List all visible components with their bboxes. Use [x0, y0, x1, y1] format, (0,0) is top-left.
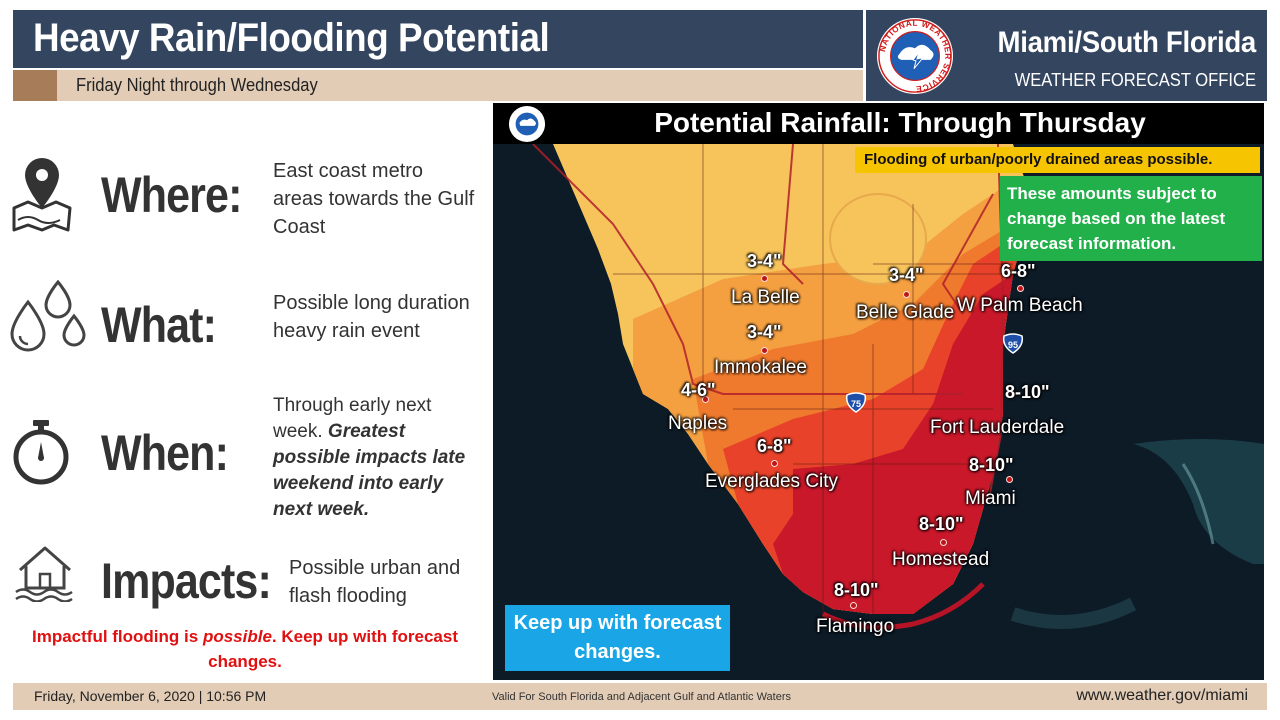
nws-logo-icon: NATIONAL WEATHER SERVICE — [876, 17, 954, 95]
amount-label-homestead: 8-10" — [919, 514, 964, 534]
what-heading: What: — [101, 297, 217, 353]
impact-note-after: . Keep up with forecast changes. — [208, 627, 458, 671]
when-heading: When: — [101, 425, 229, 481]
interstate-75-shield-icon: 75 — [845, 392, 867, 413]
impact-warning-note: Impactful flooding is possible. Keep up … — [30, 624, 460, 674]
amount-label-la-belle: 3-4" — [747, 251, 782, 271]
city-label-la-belle: La Belle — [731, 287, 800, 308]
amount-label-fort-lauderdale: 8-10" — [1005, 382, 1050, 402]
interstate-95-shield-icon: 95 — [1002, 333, 1024, 354]
flooded-house-icon — [15, 546, 73, 602]
location-marker — [1017, 285, 1024, 292]
header-bar — [13, 10, 863, 68]
map-title-bar — [493, 103, 1264, 144]
map-pin-icon — [12, 158, 72, 232]
city-label-homestead: Homestead — [892, 549, 990, 570]
location-marker — [1008, 391, 1015, 398]
validity-note: Valid For South Florida and Adjacent Gul… — [492, 691, 791, 703]
location-marker — [761, 275, 768, 282]
office-name: Miami/South Florida — [997, 26, 1256, 59]
city-label-everglades-city: Everglades City — [705, 471, 839, 492]
what-text: Possible long duration heavy rain event — [273, 292, 470, 342]
footer-bar — [13, 683, 1267, 710]
city-label-immokalee: Immokalee — [714, 357, 807, 378]
impact-note-before: Impactful flooding is — [31, 627, 203, 646]
amount-label-miami: 8-10" — [969, 455, 1014, 475]
city-label-fort-lauderdale: Fort Lauderdale — [930, 417, 1065, 438]
location-marker — [1006, 476, 1013, 483]
office-subtitle: WEATHER FORECAST OFFICE — [1014, 70, 1256, 90]
stopwatch-icon — [13, 420, 69, 485]
location-marker — [850, 602, 857, 609]
i75-label: 75 — [851, 399, 861, 409]
impact-note-italic: possible — [202, 627, 272, 646]
city-label-flamingo: Flamingo — [816, 616, 895, 637]
city-label-naples: Naples — [668, 413, 728, 434]
page-subtitle: Friday Night through Wednesday — [76, 75, 318, 95]
location-marker — [903, 291, 910, 298]
city-label-belle-glade: Belle Glade — [856, 302, 955, 323]
when-text-emphasis: Greatest possible impacts late weekend i… — [273, 421, 466, 520]
location-marker — [702, 396, 709, 403]
amount-label-everglades-city: 6-8" — [757, 436, 792, 456]
raindrops-icon — [10, 280, 86, 352]
issued-timestamp: Friday, November 6, 2020 | 10:56 PM — [34, 688, 267, 704]
keep-up-note: Keep up with forecast changes. — [505, 605, 730, 671]
amount-label-immokalee: 3-4" — [747, 322, 782, 342]
impacts-heading: Impacts: — [101, 553, 272, 609]
city-label-w-palm-beach: W Palm Beach — [957, 295, 1083, 316]
rainfall-map: 95 75 — [493, 144, 1264, 680]
impacts-text: Possible urban and flash flooding — [289, 557, 461, 607]
amount-label-belle-glade: 3-4" — [889, 265, 924, 285]
location-marker — [771, 460, 778, 467]
nws-small-logo-icon — [508, 105, 546, 143]
subtitle-bar — [13, 70, 863, 101]
amount-label-naples: 4-6" — [681, 380, 716, 400]
where-heading: Where: — [101, 167, 242, 223]
subtitle-accent — [13, 70, 57, 101]
i95-label: 95 — [1008, 340, 1018, 350]
where-text: East coast metro areas towards the Gulf … — [273, 160, 475, 238]
page-title: Heavy Rain/Flooding Potential — [33, 16, 550, 60]
location-marker — [940, 539, 947, 546]
website-link[interactable]: www.weather.gov/miami — [1076, 687, 1248, 704]
when-text: Through early next week. Greatest possib… — [273, 393, 483, 523]
city-label-miami: Miami — [965, 488, 1016, 509]
rainfall-map-graphic — [493, 144, 1264, 680]
amount-label-w-palm-beach: 6-8" — [1001, 261, 1036, 281]
map-title: Potential Rainfall: Through Thursday — [654, 107, 1146, 138]
amounts-disclaimer-note: These amounts subject to change based on… — [1000, 176, 1262, 261]
amount-label-flamingo: 8-10" — [834, 580, 879, 600]
location-marker — [761, 347, 768, 354]
when-text-plain: Through early next week. — [273, 395, 432, 442]
flooding-advisory-note: Flooding of urban/poorly drained areas p… — [855, 147, 1260, 173]
